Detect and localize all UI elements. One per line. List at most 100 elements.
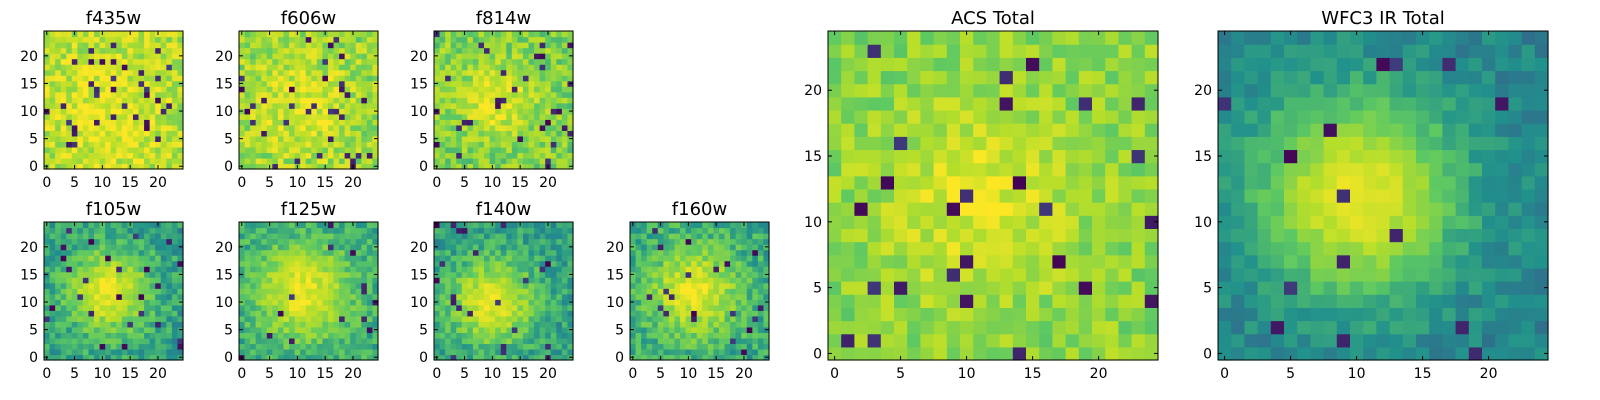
- heatmap-cell: [44, 75, 51, 82]
- heatmap-cell: [517, 58, 524, 65]
- heatmap-cell: [478, 119, 485, 126]
- heatmap-cell: [77, 282, 84, 289]
- heatmap-cell: [522, 332, 530, 339]
- heatmap-cell: [1039, 346, 1053, 361]
- heatmap-cell: [77, 227, 84, 234]
- heatmap-cell: [757, 343, 765, 350]
- heatmap-cell: [88, 141, 95, 148]
- heatmap-cell: [500, 343, 507, 350]
- heatmap-cell: [461, 304, 468, 311]
- heatmap-cell: [55, 152, 62, 159]
- heatmap-cell: [663, 238, 670, 245]
- heatmap-cell: [99, 288, 106, 295]
- heatmap-cell: [77, 163, 84, 170]
- heatmap-cell: [171, 255, 179, 262]
- heatmap-cell: [344, 326, 351, 333]
- heatmap-cell: [261, 337, 268, 345]
- heatmap-cell: [561, 249, 569, 256]
- heatmap-cell: [77, 293, 84, 300]
- heatmap-cell: [294, 119, 301, 126]
- heatmap-cell: [707, 315, 714, 322]
- heatmap-cell: [680, 332, 687, 339]
- heatmap-cell: [730, 222, 737, 229]
- heatmap-cell: [434, 75, 441, 82]
- heatmap-cell: [66, 260, 73, 267]
- heatmap-cell: [685, 260, 692, 267]
- heatmap-cell: [316, 348, 323, 356]
- heatmap-cell: [239, 146, 246, 154]
- heatmap-cell: [333, 282, 340, 289]
- heatmap-cell: [138, 102, 145, 109]
- heatmap-cell: [946, 241, 961, 256]
- heatmap-cell: [171, 108, 179, 115]
- heatmap-cell: [155, 97, 162, 104]
- heatmap-cell: [372, 47, 379, 54]
- heatmap-cell: [550, 64, 557, 71]
- heatmap-cell: [1052, 254, 1067, 269]
- heatmap-cell: [177, 58, 184, 65]
- heatmap-cell: [244, 113, 251, 120]
- heatmap-cell: [1105, 254, 1119, 269]
- heatmap-cell: [316, 299, 323, 306]
- heatmap-cell: [567, 227, 574, 234]
- heatmap-cell: [116, 222, 123, 229]
- heatmap-cell: [657, 233, 664, 240]
- heatmap-cell: [439, 249, 446, 256]
- heatmap-cell: [144, 222, 151, 229]
- heatmap-cell: [350, 113, 357, 120]
- heatmap-cell: [171, 64, 179, 71]
- heatmap-cell: [434, 337, 441, 345]
- heatmap-cell: [461, 321, 468, 328]
- heatmap-cell: [500, 271, 507, 278]
- heatmap-cell: [500, 244, 507, 251]
- heatmap-cell: [539, 321, 546, 328]
- heatmap-cell: [713, 337, 720, 345]
- heatmap-cell: [500, 321, 507, 328]
- heatmap-cell: [550, 266, 557, 273]
- heatmap-cell: [144, 141, 151, 148]
- heatmap-cell: [355, 91, 362, 98]
- heatmap-cell: [567, 64, 574, 71]
- heatmap-cell: [350, 75, 357, 82]
- heatmap-cell: [149, 304, 156, 311]
- heatmap-cell: [735, 227, 742, 234]
- heatmap-cell: [82, 86, 90, 93]
- heatmap-cell: [1118, 320, 1133, 335]
- heatmap-cell: [144, 152, 151, 159]
- heatmap-cell: [511, 31, 518, 38]
- heatmap-cell: [920, 333, 935, 348]
- heatmap-cell: [867, 333, 882, 348]
- heatmap-cell: [439, 326, 446, 333]
- heatmap-cell: [144, 337, 151, 345]
- heatmap-cell: [300, 124, 307, 131]
- heatmap-cell: [467, 315, 474, 322]
- heatmap-cell: [160, 288, 167, 295]
- heatmap-cell: [261, 58, 268, 65]
- heatmap-cell: [327, 337, 335, 345]
- heatmap-cell: [160, 244, 167, 251]
- heatmap-cell: [933, 281, 948, 295]
- heatmap-cell: [49, 354, 56, 361]
- heatmap-cell: [311, 130, 318, 137]
- heatmap-cell: [1144, 215, 1159, 229]
- heatmap-cell: [894, 241, 908, 256]
- heatmap-cell: [366, 135, 374, 142]
- heatmap-cell: [266, 310, 273, 317]
- heatmap-cell: [757, 222, 765, 229]
- heatmap-cell: [350, 233, 357, 240]
- heatmap-cell: [44, 86, 51, 93]
- heatmap-cell: [322, 266, 329, 273]
- heatmap-cell: [339, 130, 346, 137]
- heatmap-cell: [149, 343, 156, 350]
- heatmap-cell: [663, 304, 670, 311]
- heatmap-cell: [116, 238, 123, 245]
- heatmap-cell: [333, 337, 340, 345]
- heatmap-cell: [757, 255, 765, 262]
- heatmap-cell: [132, 299, 140, 306]
- heatmap-cell: [266, 47, 273, 54]
- heatmap-cell: [127, 64, 134, 71]
- heatmap-cell: [94, 102, 101, 109]
- heatmap-cell: [456, 266, 463, 273]
- heatmap-cell: [121, 135, 128, 142]
- heatmap-cell: [55, 58, 62, 65]
